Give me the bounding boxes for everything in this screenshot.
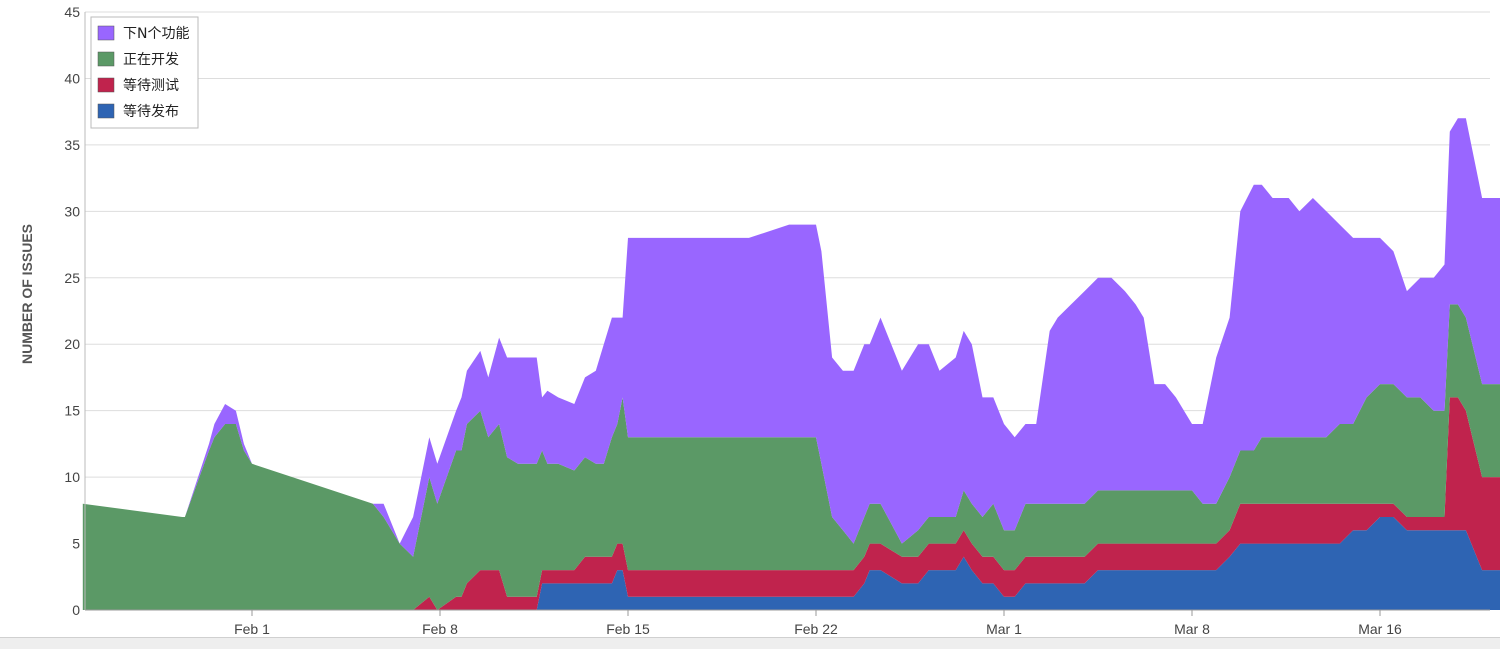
- legend-label[interactable]: 等待测试: [123, 77, 179, 94]
- series-areas: [82, 118, 1500, 610]
- legend-label[interactable]: 等待发布: [123, 103, 179, 120]
- legend-swatch: [97, 51, 115, 67]
- y-tick-label: 5: [72, 536, 80, 552]
- x-tick-label: Mar 16: [1358, 621, 1402, 637]
- x-tick-label: Feb 1: [234, 621, 270, 637]
- legend-label[interactable]: 下N个功能: [123, 26, 189, 42]
- x-tick-label: Feb 15: [606, 621, 650, 637]
- x-tick-label: Mar 1: [986, 621, 1022, 637]
- y-tick-label: 35: [64, 137, 80, 153]
- x-tick-label: Mar 8: [1174, 621, 1210, 637]
- y-tick-label: 25: [64, 270, 80, 286]
- legend-swatch: [97, 103, 115, 119]
- y-tick-label: 45: [64, 4, 80, 20]
- area-in-development[interactable]: [82, 304, 1500, 610]
- y-tick-label: 40: [64, 70, 80, 86]
- area-awaiting-test[interactable]: [82, 397, 1500, 610]
- area-awaiting-release[interactable]: [82, 517, 1500, 610]
- x-tick-label: Feb 22: [794, 621, 838, 637]
- y-tick-label: 30: [64, 203, 80, 219]
- y-tick-label: 10: [64, 469, 80, 485]
- y-tick-labels: 0 5 10 15 20 25 30 35 40 45: [64, 4, 80, 618]
- y-tick-label: 20: [64, 336, 80, 352]
- y-tick-label: 15: [64, 403, 80, 419]
- legend-label[interactable]: 正在开发: [123, 52, 179, 68]
- axes: [84, 12, 1490, 616]
- legend-swatch: [97, 77, 115, 93]
- y-axis-title: NUMBER OF ISSUES: [19, 224, 35, 364]
- x-tick-label: Feb 8: [422, 621, 458, 637]
- y-tick-label: 0: [72, 602, 80, 618]
- horizontal-scrollbar[interactable]: [0, 637, 1500, 649]
- x-tick-labels: Feb 1 Feb 8 Feb 15 Feb 22 Mar 1 Mar 8 Mar 16: [234, 621, 1402, 637]
- legend-swatch: [97, 25, 115, 41]
- area-next-features[interactable]: [82, 118, 1500, 557]
